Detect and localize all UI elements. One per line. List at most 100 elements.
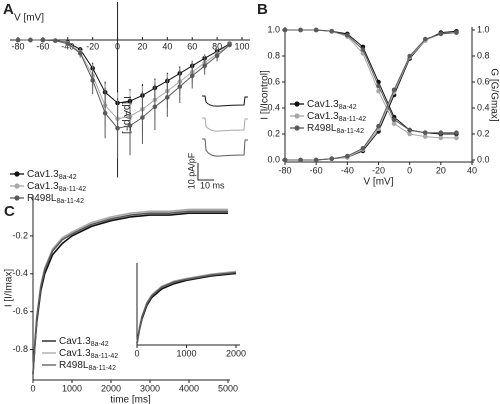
y-tick-label: -0.6 bbox=[12, 306, 28, 316]
legend-label: R498L8a-11-42 bbox=[59, 360, 116, 372]
data-point bbox=[407, 131, 412, 137]
legend-subscript: 8a-42 bbox=[339, 104, 357, 111]
panel: A -80 -60 -40 -20 0 20 40 60 80 100 V [mV] I [pA/pF]… bbox=[3, 1, 250, 205]
legend-subscript: 8a-11-42 bbox=[88, 365, 116, 372]
legend-label: Cav1.38a-11-42 bbox=[59, 348, 118, 360]
inset-traces-a bbox=[197, 95, 248, 181]
x-tick-label: -80 bbox=[278, 165, 291, 175]
series-line bbox=[136, 272, 237, 344]
legend-subscript: 8a-11-42 bbox=[59, 186, 87, 193]
y-tick-label: -0.4 bbox=[12, 268, 28, 278]
data-point bbox=[407, 127, 412, 133]
legend-label: R498L8a-11-42 bbox=[307, 123, 364, 135]
x-axis-label: V [mV] bbox=[363, 177, 393, 188]
legend-label: Cav1.38a-11-42 bbox=[307, 111, 366, 123]
x-tick-label: 4000 bbox=[179, 383, 199, 393]
data-point bbox=[65, 41, 71, 47]
legend-name: Cav1.3 bbox=[307, 99, 339, 110]
data-point bbox=[376, 123, 381, 129]
data-point bbox=[140, 115, 145, 120]
x-tick-label: -60 bbox=[36, 41, 49, 51]
x-axis-label: time [ms] bbox=[110, 395, 151, 404]
current-trace bbox=[202, 117, 248, 132]
current-trace bbox=[202, 95, 248, 107]
data-point bbox=[329, 156, 335, 161]
series-line bbox=[285, 32, 457, 161]
x-tick-label: 1000 bbox=[62, 383, 82, 393]
legend-name: Cav1.3 bbox=[59, 348, 91, 359]
data-point bbox=[102, 110, 108, 116]
x-tick-label: 60 bbox=[187, 41, 197, 51]
y-tick-label: 0.4 bbox=[267, 102, 280, 112]
series-line bbox=[32, 210, 228, 375]
data-point bbox=[28, 37, 33, 43]
series-line bbox=[285, 29, 457, 134]
data-point bbox=[391, 87, 397, 93]
scale-bar bbox=[197, 163, 214, 181]
data-point bbox=[422, 130, 428, 135]
x-tick-label: 20 bbox=[436, 165, 446, 175]
x-tick-label: -80 bbox=[11, 41, 24, 51]
data-point bbox=[407, 53, 412, 59]
legend-name: Cav1.3 bbox=[27, 169, 59, 180]
x-tick-label: 80 bbox=[212, 41, 222, 51]
legend-marker bbox=[14, 195, 20, 201]
y2-axis-label: G [G/Gmax] bbox=[488, 68, 499, 122]
legend-label: R498L8a-11-42 bbox=[27, 193, 84, 205]
data-point bbox=[422, 36, 428, 42]
y-tick-label: 1.0 bbox=[267, 24, 280, 34]
data-point bbox=[438, 31, 444, 37]
panel: B-80 -60 -40 -20 0 20 400.00.20.40.60.81.00.00… bbox=[257, 1, 499, 188]
data-point bbox=[90, 78, 95, 83]
legend-label: Cav1.38a-42 bbox=[307, 99, 357, 111]
y-axis-label: I [pA/pF] bbox=[121, 96, 132, 134]
data-point bbox=[376, 88, 381, 94]
legend-subscript: 8a-11-42 bbox=[336, 128, 364, 135]
legend-name: R498L bbox=[307, 123, 337, 134]
x-tick-label: 0 bbox=[115, 41, 120, 51]
data-point bbox=[438, 130, 444, 135]
inset-x-tick-label: 0 bbox=[134, 348, 139, 358]
data-point bbox=[454, 135, 459, 141]
legend-subscript: 8a-11-42 bbox=[56, 198, 84, 205]
scale-bar-label: 10 ms bbox=[200, 180, 225, 190]
data-point bbox=[391, 121, 397, 126]
y2-tick-label: 0.8 bbox=[477, 50, 490, 60]
series-line bbox=[285, 30, 457, 161]
inset-x-tick-label: 2000 bbox=[226, 348, 246, 358]
data-point bbox=[127, 123, 133, 128]
data-point bbox=[77, 50, 83, 56]
legend-subscript: 8a-42 bbox=[59, 174, 77, 181]
legend-name: Cav1.3 bbox=[307, 111, 339, 122]
data-point bbox=[454, 130, 459, 135]
data-point bbox=[329, 29, 335, 34]
legend-label: Cav1.38a-42 bbox=[27, 169, 77, 181]
data-point bbox=[313, 27, 319, 33]
data-point bbox=[391, 117, 397, 122]
x-tick-label: 0 bbox=[407, 165, 412, 175]
legend-marker bbox=[294, 125, 300, 131]
y2-tick-label: 0.4 bbox=[477, 102, 490, 112]
legend-marker bbox=[14, 171, 20, 177]
legend-subscript: 8a-42 bbox=[91, 341, 109, 348]
panel-label: C bbox=[4, 203, 15, 220]
data-point bbox=[282, 27, 288, 33]
data-point bbox=[360, 47, 366, 52]
series-line bbox=[136, 271, 237, 344]
inset-x-tick-label: 1000 bbox=[176, 348, 196, 358]
data-point bbox=[202, 63, 207, 69]
legend-subscript: 8a-11-42 bbox=[91, 353, 119, 360]
data-point bbox=[227, 42, 232, 48]
legend-name: Cav1.3 bbox=[59, 336, 91, 347]
y-tick-label: 0.6 bbox=[267, 76, 280, 86]
x-tick-label: 40 bbox=[467, 165, 477, 175]
data-point bbox=[177, 84, 183, 89]
legend-subscript: 8a-11-42 bbox=[339, 116, 367, 123]
data-point bbox=[313, 157, 319, 163]
x-tick-label: -60 bbox=[310, 165, 323, 175]
legend-label: Cav1.38a-11-42 bbox=[27, 181, 86, 193]
panel: C 0 1000 2000 3000 4000 5000 -0.2 -0.4 -0.6 -0.8 ti… bbox=[4, 195, 246, 404]
x-tick-label: 20 bbox=[137, 41, 147, 51]
y-tick-label: 0.8 bbox=[267, 50, 280, 60]
